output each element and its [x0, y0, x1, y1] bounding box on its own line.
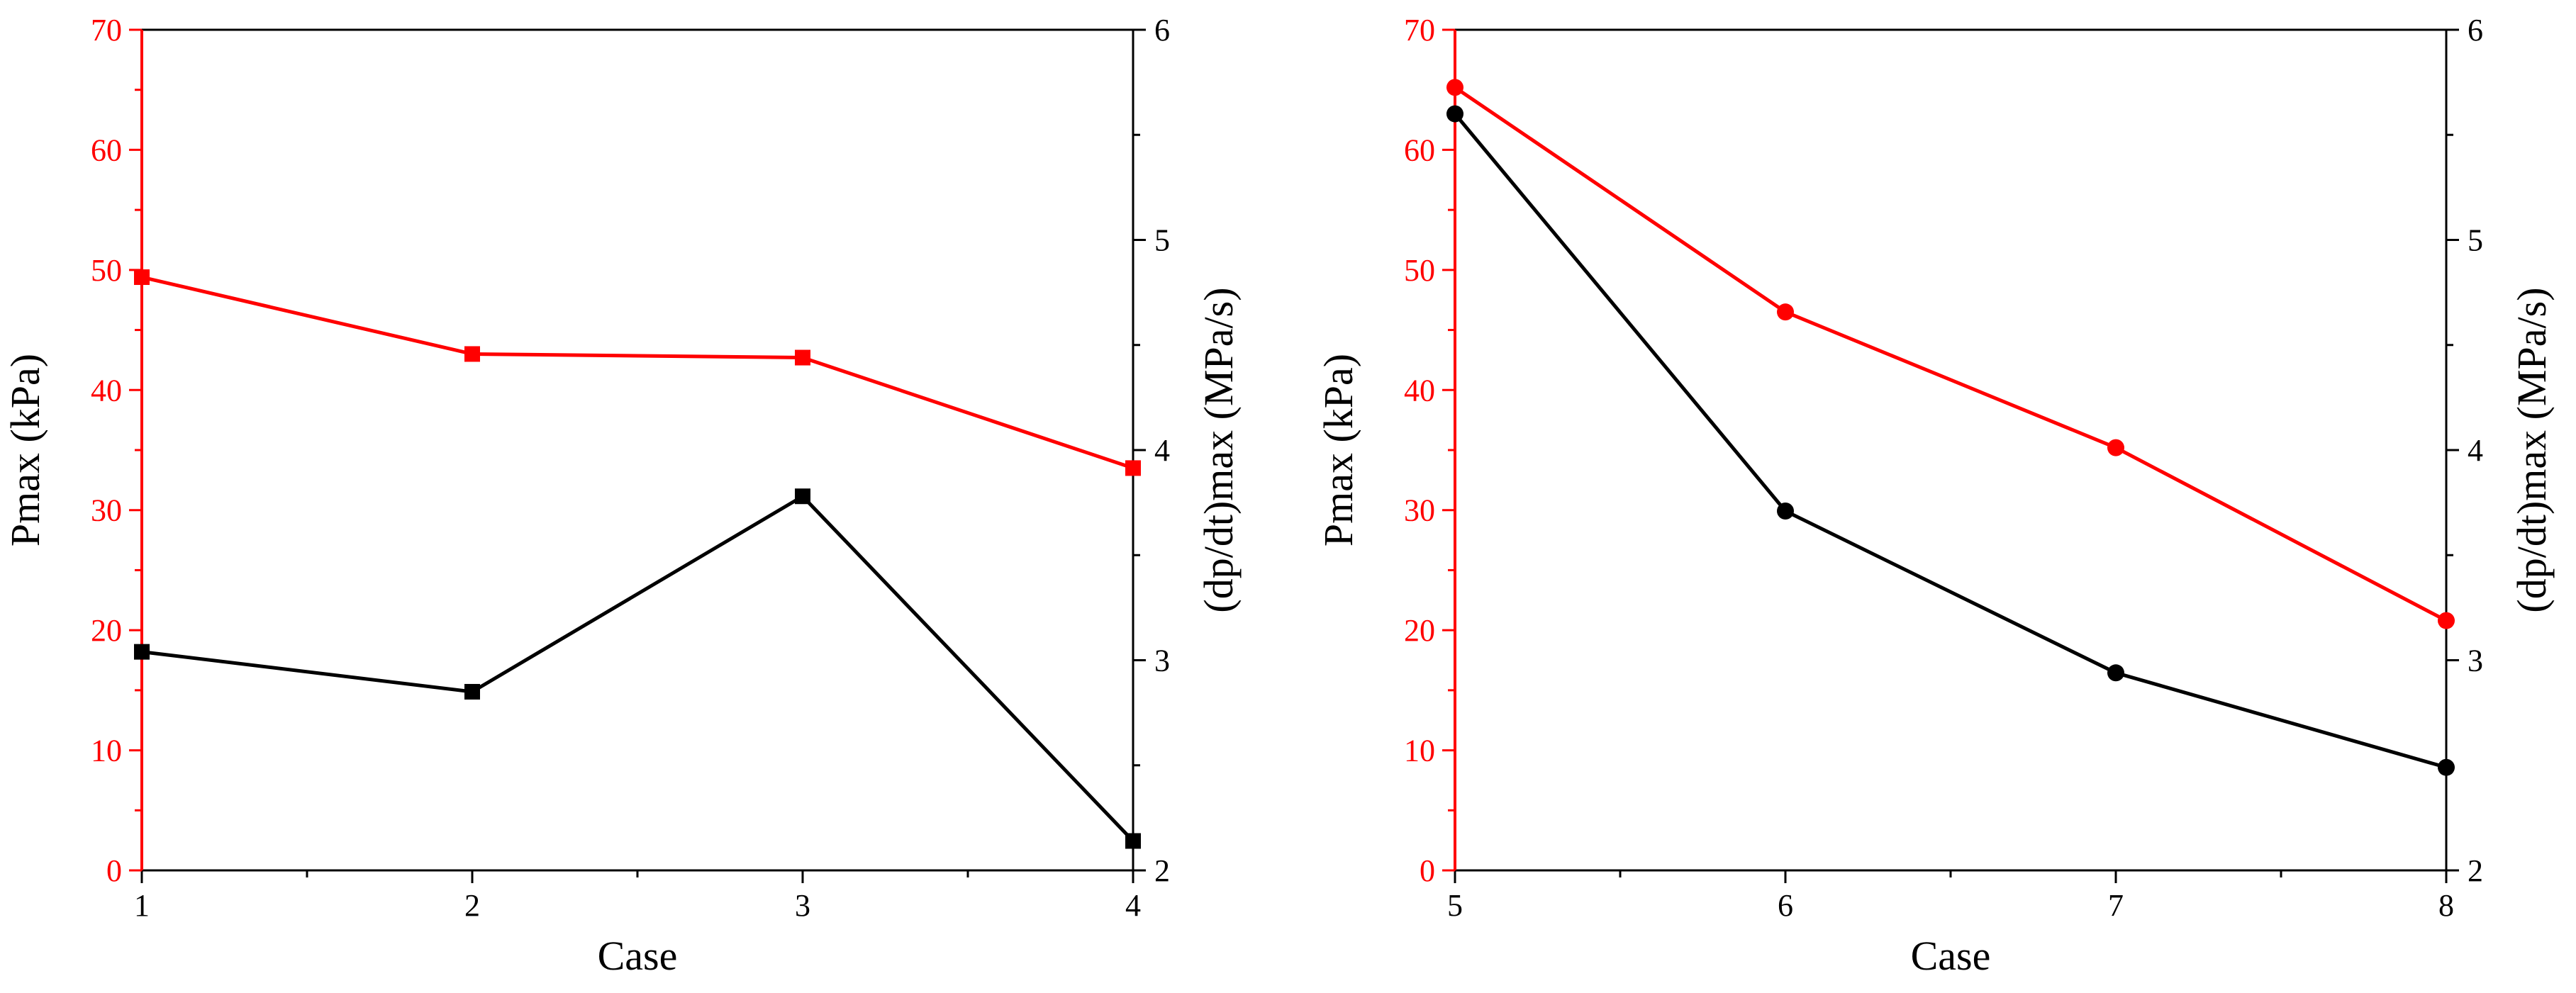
data-point-pmax	[795, 349, 810, 366]
y2-tick-label: 5	[1154, 223, 1170, 258]
data-point-pmax	[1125, 460, 1141, 476]
x-axis-title: Case	[1911, 933, 1991, 979]
series-line-dpdt	[141, 494, 1134, 843]
data-point-dpdt	[795, 488, 810, 505]
series-line-pmax	[1454, 86, 2448, 622]
x-tick-label: 4	[1125, 888, 1141, 923]
y-axis-title: Pmax (kPa)	[1315, 354, 1361, 546]
data-point-pmax	[134, 269, 150, 286]
y-tick-label: 0	[106, 853, 122, 888]
y-tick-label: 30	[91, 493, 122, 528]
y-tick-label: 20	[1404, 613, 1435, 648]
chart-panel-2: 5 6 7 8 0 10 20 30 40 50 60 70 2 3 4 5 6 Case Pmax (kPa) (d…	[1315, 13, 2555, 979]
x-axis-title: Case	[598, 933, 678, 979]
data-point-pmax	[1446, 79, 1463, 96]
y-tick-label: 20	[91, 613, 122, 648]
y2-axis-title: (dp/dt)max (MPa/s)	[2509, 287, 2555, 612]
y-tick-label: 70	[91, 13, 122, 47]
x-tick-label: 1	[134, 888, 150, 923]
y-axis-title: Pmax (kPa)	[2, 354, 48, 546]
x-tick-label: 8	[2438, 888, 2454, 923]
y-tick-label: 0	[1420, 853, 1435, 888]
y-tick-label: 40	[1404, 373, 1435, 408]
data-point-dpdt	[1446, 105, 1463, 123]
y-tick-label: 40	[91, 373, 122, 408]
series-line-pmax	[141, 275, 1134, 470]
x-tick-label: 2	[464, 888, 480, 923]
y2-tick-label: 3	[1154, 644, 1170, 678]
y2-tick-label: 3	[2468, 644, 2483, 678]
y2-axis-title: (dp/dt)max (MPa/s)	[1195, 287, 1242, 612]
y-tick-label: 60	[1404, 133, 1435, 167]
data-point-dpdt	[1125, 833, 1141, 849]
y2-tick-label: 4	[2468, 433, 2483, 468]
data-point-dpdt	[2107, 664, 2124, 682]
data-point-dpdt	[1777, 502, 1794, 520]
data-point-pmax	[2107, 439, 2124, 456]
y-tick-label: 10	[91, 734, 122, 768]
x-tick-label: 3	[795, 888, 810, 923]
y2-tick-label: 2	[2468, 853, 2483, 888]
x-tick-label: 5	[1447, 888, 1463, 923]
data-point-pmax	[2438, 612, 2455, 629]
y2-tick-label: 6	[2468, 13, 2483, 47]
data-point-dpdt	[464, 683, 480, 700]
data-point-dpdt	[2438, 758, 2455, 776]
y2-tick-label: 4	[1154, 433, 1170, 468]
series-line-dpdt	[1454, 113, 2447, 770]
y-tick-label: 50	[1404, 253, 1435, 288]
y-tick-label: 60	[91, 133, 122, 167]
x-tick-label: 6	[1778, 888, 1793, 923]
data-point-pmax	[1777, 303, 1794, 321]
y-tick-label: 70	[1404, 13, 1435, 47]
y2-tick-label: 2	[1154, 853, 1170, 888]
x-tick-label: 7	[2108, 888, 2124, 923]
y-tick-label: 10	[1404, 734, 1435, 768]
y2-tick-label: 5	[2468, 223, 2483, 258]
y-tick-label: 30	[1404, 493, 1435, 528]
y-tick-label: 50	[91, 253, 122, 288]
y2-tick-label: 6	[1154, 13, 1170, 47]
data-point-pmax	[464, 346, 480, 362]
data-point-dpdt	[134, 644, 150, 660]
